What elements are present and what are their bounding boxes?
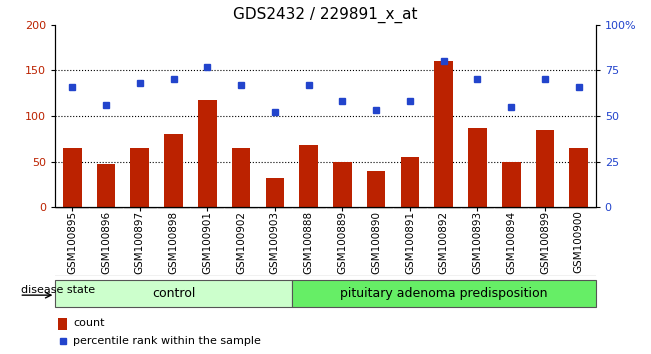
Bar bbox=[97, 164, 115, 207]
Bar bbox=[434, 61, 453, 207]
Text: GSM100893: GSM100893 bbox=[473, 211, 482, 274]
Bar bbox=[536, 130, 554, 207]
Bar bbox=[198, 99, 217, 207]
Text: GSM100888: GSM100888 bbox=[303, 211, 314, 274]
Text: count: count bbox=[73, 318, 104, 328]
Text: GSM100891: GSM100891 bbox=[405, 211, 415, 274]
Bar bbox=[468, 128, 487, 207]
Text: GSM100895: GSM100895 bbox=[67, 211, 77, 274]
Bar bbox=[502, 161, 521, 207]
Bar bbox=[63, 148, 81, 207]
Bar bbox=[266, 178, 284, 207]
Bar bbox=[55, 280, 292, 307]
Text: GSM100897: GSM100897 bbox=[135, 211, 145, 274]
Text: GSM100896: GSM100896 bbox=[101, 211, 111, 274]
Text: GSM100900: GSM100900 bbox=[574, 211, 584, 273]
Bar bbox=[164, 134, 183, 207]
Text: GSM100898: GSM100898 bbox=[169, 211, 178, 274]
Text: GSM100892: GSM100892 bbox=[439, 211, 449, 274]
Bar bbox=[299, 145, 318, 207]
Text: GSM100890: GSM100890 bbox=[371, 211, 381, 274]
Text: pituitary adenoma predisposition: pituitary adenoma predisposition bbox=[340, 286, 547, 299]
Bar bbox=[367, 171, 385, 207]
Bar bbox=[570, 148, 588, 207]
Text: disease state: disease state bbox=[21, 285, 95, 295]
Bar bbox=[130, 148, 149, 207]
Bar bbox=[292, 280, 596, 307]
Text: GSM100903: GSM100903 bbox=[270, 211, 280, 274]
Title: GDS2432 / 229891_x_at: GDS2432 / 229891_x_at bbox=[233, 7, 418, 23]
Text: percentile rank within the sample: percentile rank within the sample bbox=[73, 336, 261, 347]
Bar bbox=[58, 318, 68, 330]
Bar bbox=[333, 161, 352, 207]
Bar bbox=[232, 148, 251, 207]
Text: GSM100899: GSM100899 bbox=[540, 211, 550, 274]
Text: control: control bbox=[152, 286, 195, 299]
Text: GSM100902: GSM100902 bbox=[236, 211, 246, 274]
Bar bbox=[400, 157, 419, 207]
Text: GSM100889: GSM100889 bbox=[337, 211, 348, 274]
Text: GSM100901: GSM100901 bbox=[202, 211, 212, 274]
Text: GSM100894: GSM100894 bbox=[506, 211, 516, 274]
